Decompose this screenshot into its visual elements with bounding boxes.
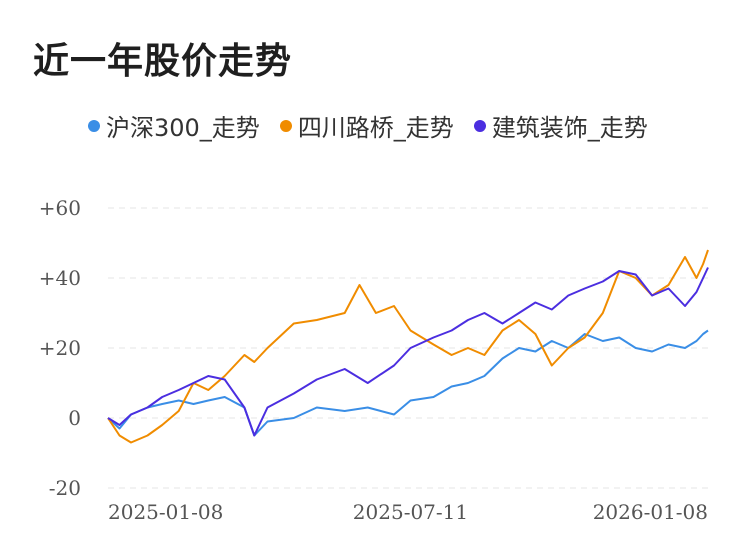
legend-dot-jianzhu-zhuangshi [473,119,486,132]
legend-item-hs300[interactable]: 沪深300_走势 [88,108,260,143]
legend-item-jianzhu-zhuangshi[interactable]: 建筑装饰_走势 [473,108,648,143]
legend-dot-sichuan-luqiao [279,119,292,132]
y-tick-label: +40 [39,266,81,290]
chart-title: 近一年股价走势 [33,41,293,82]
y-tick-label: -20 [49,476,81,500]
series-line-1 [107,249,709,444]
x-tick-label: 2025-01-08 [108,500,223,524]
series-line-0 [107,329,709,437]
legend-label-jianzhu-zhuangshi: 建筑装饰_走势 [491,114,648,142]
legend: 沪深300_走势 四川路桥_走势 建筑装饰_走势 [88,108,668,143]
y-tick-label: 0 [68,406,81,430]
legend-label-sichuan-luqiao: 四川路桥_走势 [297,114,454,142]
y-tick-label: +60 [39,196,81,220]
series-line-2 [107,267,709,437]
legend-dot-hs300 [88,119,100,132]
x-tick-label: 2025-07-11 [353,500,468,524]
legend-item-sichuan-luqiao[interactable]: 四川路桥_走势 [279,108,454,143]
x-tick-label: 2026-01-08 [593,500,708,524]
y-tick-label: +20 [39,336,81,360]
legend-label-hs300: 沪深300_走势 [106,114,260,142]
